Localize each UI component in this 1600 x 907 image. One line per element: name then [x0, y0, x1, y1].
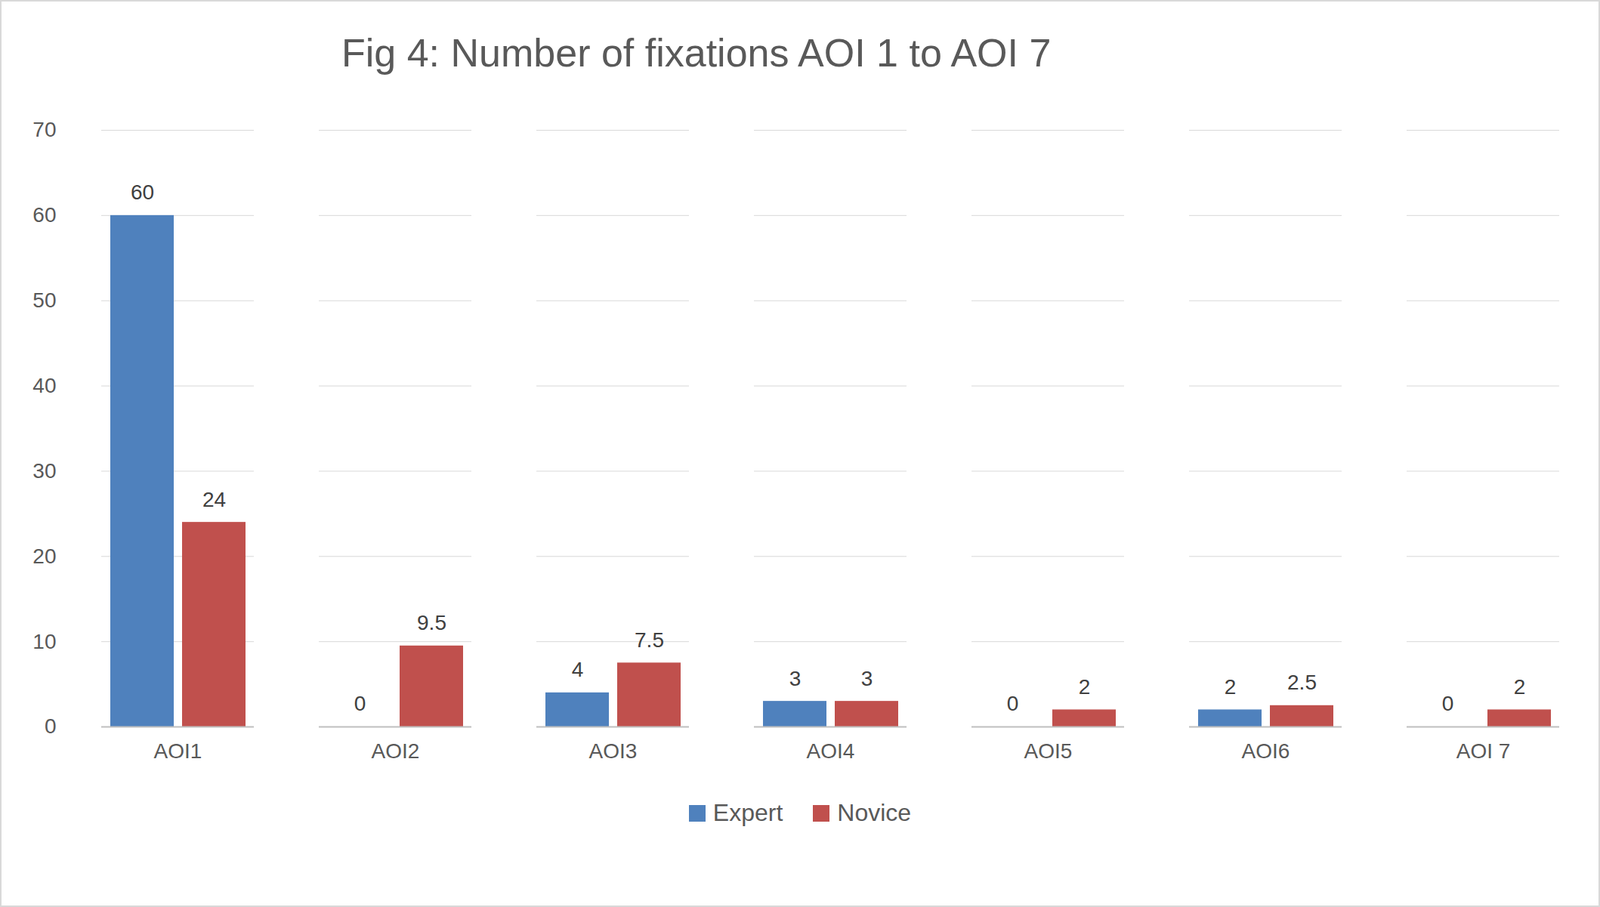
svg-text:0: 0 [44, 714, 57, 739]
svg-text:2.5: 2.5 [1287, 670, 1317, 695]
svg-text:4: 4 [571, 657, 584, 682]
svg-text:10: 10 [32, 630, 56, 654]
svg-text:60: 60 [130, 180, 155, 204]
svg-text:2: 2 [1078, 675, 1091, 699]
svg-text:0: 0 [354, 691, 367, 716]
svg-text:2: 2 [1513, 675, 1526, 699]
svg-text:7.5: 7.5 [634, 628, 665, 652]
svg-text:0: 0 [1442, 691, 1455, 716]
svg-text:AOI5: AOI5 [1024, 739, 1073, 763]
svg-text:2: 2 [1224, 675, 1237, 699]
svg-text:70: 70 [32, 117, 56, 142]
svg-text:50: 50 [32, 288, 56, 312]
svg-text:AOI 7: AOI 7 [1456, 739, 1511, 763]
html-text:Fig 4: Number of fixations AOI: Fig 4: Number of fixations AOI 1 to AOI … [341, 30, 1052, 75]
svg-text:60: 60 [32, 203, 56, 227]
svg-text:0: 0 [1006, 691, 1020, 716]
svg-text:3: 3 [861, 667, 874, 691]
svg-text:9.5: 9.5 [416, 611, 447, 635]
html-text:Novice: Novice [837, 799, 912, 827]
svg-text:AOI3: AOI3 [589, 739, 638, 763]
svg-text:30: 30 [32, 459, 56, 483]
svg-text:AOI2: AOI2 [371, 739, 421, 763]
svg-text:3: 3 [789, 667, 802, 691]
svg-text:AOI6: AOI6 [1241, 739, 1291, 763]
svg-text:AOI1: AOI1 [154, 739, 203, 763]
html-text:Expert: Expert [712, 799, 783, 827]
svg-text:20: 20 [32, 544, 56, 569]
svg-text:AOI4: AOI4 [806, 739, 856, 763]
svg-text:40: 40 [32, 373, 56, 398]
svg-text:24: 24 [202, 488, 226, 512]
